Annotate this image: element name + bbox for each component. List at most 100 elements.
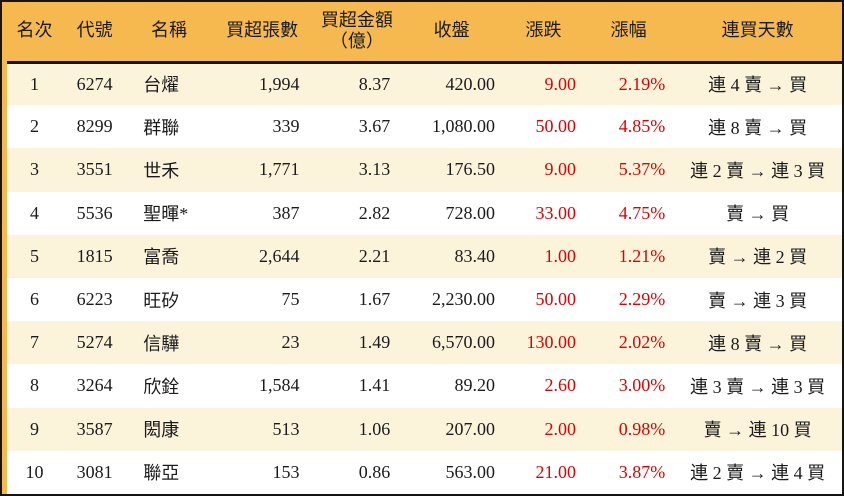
column-header-code: 代號 (62, 2, 128, 64)
cell-volume: 153 (272, 461, 300, 482)
column-header-streak: 連買天數 (673, 2, 842, 64)
table-row: 9 3587 閎康 513 1.06 207.00 2.00 0.98% 賣 → 連 10 買 (7, 407, 842, 451)
cell-amount: 2.21 (358, 245, 391, 266)
cell-change: 50.00 (535, 289, 576, 310)
cell-streak: 賣 → 買 (726, 204, 790, 225)
cell-change: 50.00 (535, 116, 576, 137)
cell-volume: 75 (281, 289, 300, 310)
cell-change_pct: 3.00% (618, 375, 666, 396)
cell-close: 89.20 (454, 375, 495, 396)
cell-change: 33.00 (535, 202, 576, 223)
cell-change_pct: 5.37% (618, 159, 666, 180)
cell-close: 563.00 (445, 461, 495, 482)
cell-code: 3551 (76, 159, 113, 180)
cell-code: 6223 (76, 289, 113, 310)
cell-change: 9.00 (544, 159, 576, 180)
cell-close: 6,570.00 (431, 332, 495, 353)
cell-amount: 1.49 (358, 332, 391, 353)
cell-amount: 3.13 (358, 159, 391, 180)
cell-amount: 3.67 (358, 116, 391, 137)
column-header-name: 名稱 (127, 2, 211, 64)
table-row: 6 6223 旺矽 75 1.67 2,230.00 50.00 2.29% 賣 → 連 3 買 (7, 277, 842, 322)
cell-change: 1.00 (544, 245, 576, 266)
cell-change_pct: 2.29% (618, 289, 666, 310)
column-header-volume: 買超張數 (210, 2, 314, 64)
cell-volume: 387 (272, 202, 300, 223)
table-row: 7 5274 信驊 23 1.49 6,570.00 130.00 2.02% 連 8 賣 → … (7, 321, 842, 365)
cell-change: 2.00 (544, 418, 576, 439)
cell-name: 旺矽 (143, 290, 180, 311)
cell-rank: 2 (30, 116, 40, 137)
cell-close: 2,230.00 (431, 289, 495, 310)
table-row: 4 5536 聖暉* 387 2.82 728.00 33.00 4.75% 賣 → 買 (7, 191, 842, 235)
cell-code: 3081 (76, 461, 113, 482)
table-row: 10 3081 聯亞 153 0.86 563.00 21.00 3.87% 連 2 賣 → 連… (7, 450, 842, 494)
cell-code: 8299 (76, 116, 113, 137)
net-buy-ranking-table: 名次 代號 名稱 買超張數 買超金額 （億） 收盤 漲跌 漲幅 連買天數 1 6274 台燿 1,99… (7, 2, 842, 494)
column-header-change: 漲跌 (502, 2, 584, 64)
cell-rank: 10 (25, 461, 44, 482)
cell-rank: 9 (30, 418, 40, 439)
table-row: 5 1815 富喬 2,644 2.21 83.40 1.00 1.21% 賣 → 連 2 買 (7, 234, 842, 278)
cell-close: 728.00 (445, 202, 495, 223)
cell-amount: 1.41 (358, 375, 391, 396)
cell-streak: 連 8 賣 → 買 (708, 117, 808, 138)
column-header-rank: 名次 (7, 2, 63, 64)
cell-code: 3587 (76, 418, 113, 439)
cell-change_pct: 3.87% (618, 461, 666, 482)
cell-rank: 4 (30, 202, 40, 223)
column-header-close: 收盤 (400, 2, 503, 64)
cell-close: 420.00 (445, 73, 495, 94)
table-body: 1 6274 台燿 1,994 8.37 420.00 9.00 2.19% 連 4 賣 → 買… (7, 62, 842, 494)
cell-name: 世禾 (143, 160, 180, 181)
cell-change_pct: 1.21% (618, 245, 666, 266)
cell-amount: 1.67 (358, 289, 391, 310)
cell-amount: 0.86 (358, 461, 391, 482)
cell-change: 21.00 (535, 461, 576, 482)
cell-volume: 513 (272, 418, 300, 439)
cell-close: 207.00 (445, 418, 495, 439)
cell-volume: 1,994 (258, 73, 300, 94)
cell-streak: 賣 → 連 2 買 (708, 247, 808, 268)
cell-rank: 6 (30, 289, 40, 310)
cell-name: 聖暉* (143, 204, 189, 225)
cell-change_pct: 0.98% (618, 418, 666, 439)
cell-rank: 8 (30, 375, 40, 396)
table-row: 2 8299 群聯 339 3.67 1,080.00 50.00 4.85% 連 8 賣 → … (7, 105, 842, 149)
cell-change_pct: 2.19% (618, 73, 666, 94)
cell-close: 83.40 (454, 245, 495, 266)
cell-volume: 23 (281, 332, 300, 353)
cell-volume: 1,584 (258, 375, 300, 396)
cell-amount: 8.37 (358, 73, 391, 94)
cell-close: 1,080.00 (431, 116, 495, 137)
cell-streak: 連 4 賣 → 買 (708, 75, 808, 96)
cell-code: 5536 (76, 202, 113, 223)
cell-name: 閎康 (143, 420, 180, 441)
cell-code: 6274 (76, 73, 113, 94)
cell-rank: 3 (30, 159, 40, 180)
cell-name: 富喬 (143, 247, 180, 268)
cell-streak: 連 2 賣 → 連 3 買 (690, 160, 826, 181)
cell-change_pct: 2.02% (618, 332, 666, 353)
left-accent-bar (2, 2, 7, 494)
header-row: 名次 代號 名稱 買超張數 買超金額 （億） 收盤 漲跌 漲幅 連買天數 (7, 2, 842, 64)
cell-rank: 1 (30, 73, 40, 94)
cell-change_pct: 4.85% (618, 116, 666, 137)
cell-change: 130.00 (526, 332, 576, 353)
cell-streak: 連 3 賣 → 連 3 買 (690, 376, 826, 397)
cell-change_pct: 4.75% (618, 202, 666, 223)
cell-streak: 賣 → 連 10 買 (703, 420, 812, 441)
cell-rank: 7 (30, 332, 40, 353)
cell-code: 5274 (76, 332, 113, 353)
table-row: 3 3551 世禾 1,771 3.13 176.50 9.00 5.37% 連 2 賣 → 連… (7, 148, 842, 192)
cell-name: 台燿 (143, 75, 180, 96)
column-header-amount: 買超金額 （億） (313, 2, 401, 64)
cell-name: 信驊 (143, 333, 180, 354)
column-header-change_pct: 漲幅 (583, 2, 674, 64)
cell-rank: 5 (30, 245, 40, 266)
cell-close: 176.50 (445, 159, 495, 180)
cell-name: 欣銓 (143, 376, 180, 397)
table-header: 名次 代號 名稱 買超張數 買超金額 （億） 收盤 漲跌 漲幅 連買天數 (7, 2, 842, 64)
cell-amount: 2.82 (358, 202, 391, 223)
